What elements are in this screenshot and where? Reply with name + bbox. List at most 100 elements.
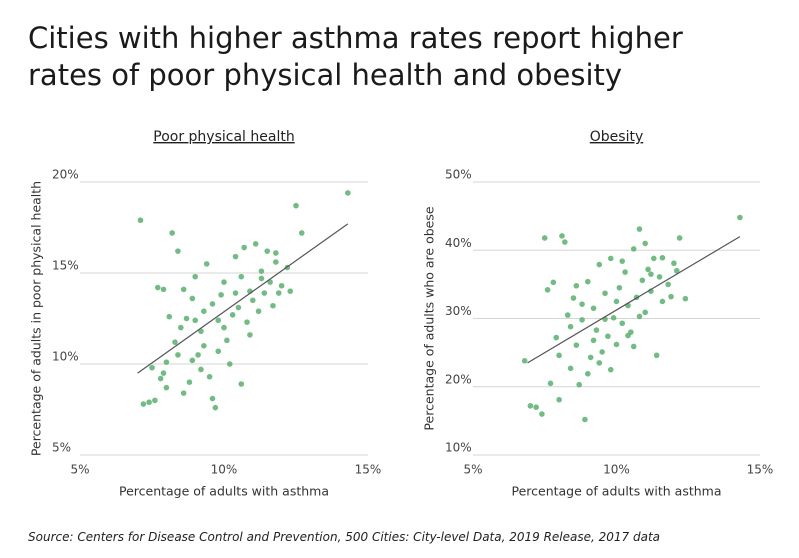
data-point — [157, 375, 164, 382]
data-point — [273, 250, 279, 256]
data-point — [229, 312, 236, 318]
trend-line — [137, 223, 349, 374]
chart-subtitle: Obesity — [590, 129, 643, 145]
y-axis-title: Percentage of adults who are obese — [422, 206, 437, 430]
data-point — [639, 277, 646, 284]
data-point — [630, 246, 637, 252]
data-point — [154, 284, 161, 291]
data-point — [607, 366, 614, 373]
data-point — [175, 352, 181, 358]
data-point — [622, 269, 628, 275]
x-tick-label: 15% — [747, 463, 774, 477]
data-point — [255, 308, 262, 315]
data-point — [250, 297, 256, 304]
data-point — [175, 248, 181, 254]
data-point — [169, 230, 175, 236]
data-point — [273, 259, 279, 265]
data-point — [221, 324, 227, 331]
data-point — [651, 255, 657, 262]
data-point — [209, 395, 216, 402]
trend-line — [527, 236, 741, 364]
y-tick-label: 10% — [52, 350, 79, 364]
data-point — [636, 226, 643, 232]
data-point — [562, 239, 568, 245]
data-point — [645, 266, 651, 273]
data-point — [659, 254, 666, 261]
data-point — [564, 312, 571, 318]
chart-subtitle: Poor physical health — [153, 129, 294, 145]
data-point — [579, 301, 585, 307]
data-point — [625, 332, 631, 339]
data-point — [166, 313, 173, 320]
data-point — [180, 286, 187, 293]
data-point — [619, 258, 626, 264]
data-point — [345, 190, 351, 196]
data-point — [602, 290, 608, 297]
data-point — [212, 404, 219, 411]
data-point — [224, 337, 230, 344]
data-point — [665, 281, 671, 288]
data-point — [192, 317, 198, 324]
data-point — [521, 358, 528, 364]
data-point — [206, 373, 213, 380]
data-point — [247, 332, 253, 338]
y-tick-label: 40% — [445, 236, 472, 250]
data-point — [556, 352, 562, 359]
data-point — [671, 260, 677, 267]
page-title: Cities with higher asthma rates report h… — [28, 21, 683, 92]
data-point — [668, 293, 674, 300]
data-point — [737, 214, 743, 221]
data-point — [610, 315, 617, 321]
data-point — [146, 399, 152, 406]
data-point — [596, 261, 603, 268]
data-point — [659, 298, 666, 305]
data-point — [293, 202, 299, 209]
data-point — [238, 381, 245, 387]
data-point — [590, 337, 597, 344]
data-point — [258, 275, 265, 282]
data-point — [636, 313, 643, 320]
data-point — [673, 267, 680, 274]
data-point — [550, 279, 557, 286]
data-point — [593, 327, 600, 333]
data-point — [149, 364, 155, 371]
data-point — [567, 323, 574, 330]
data-point — [605, 333, 611, 340]
data-point — [258, 268, 265, 274]
data-point — [201, 343, 207, 349]
y-axis-title: Percentage of adults in poor physical he… — [29, 181, 44, 456]
data-point — [544, 287, 551, 293]
y-tick-label: 10% — [445, 441, 472, 455]
data-point — [264, 248, 271, 254]
data-point — [278, 282, 285, 289]
data-point — [186, 379, 193, 386]
data-point — [238, 273, 245, 280]
data-point — [585, 370, 591, 377]
data-point — [152, 397, 158, 404]
data-point — [585, 278, 591, 285]
data-point — [648, 271, 654, 277]
data-point — [579, 317, 585, 323]
x-tick-label: 5% — [70, 463, 89, 477]
data-point — [172, 339, 178, 345]
data-point — [218, 292, 224, 298]
data-point — [653, 352, 660, 359]
data-point — [192, 273, 198, 280]
data-point — [656, 274, 663, 280]
data-point — [539, 411, 545, 417]
charts: Poor physical health 5% 10% 15% 20% 5% 10% 15% P… — [29, 129, 774, 499]
data-point — [232, 253, 239, 260]
data-point — [613, 341, 620, 348]
data-point — [232, 290, 239, 296]
data-point — [140, 401, 147, 407]
data-point — [616, 284, 623, 291]
data-point — [298, 230, 305, 236]
data-point — [235, 304, 242, 311]
data-point — [287, 288, 294, 295]
data-point — [241, 244, 247, 251]
data-point — [178, 324, 184, 331]
data-point — [183, 315, 190, 322]
data-point — [198, 366, 204, 373]
data-point — [607, 255, 614, 262]
data-point — [559, 233, 565, 239]
